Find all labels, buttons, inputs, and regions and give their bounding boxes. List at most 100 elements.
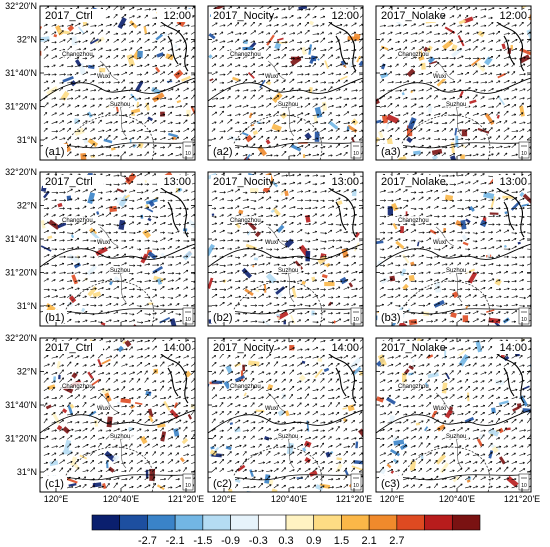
x-tick-label: 120°E — [212, 494, 237, 504]
city-label-suzhou: Suzhou — [278, 268, 298, 274]
colorbar-swatch — [91, 514, 121, 531]
y-tick-label: 31°N — [17, 301, 37, 311]
panel-time: 14:00 — [331, 342, 359, 354]
colorbar-swatch — [174, 514, 204, 531]
colorbar-label: 2.7 — [389, 535, 404, 547]
y-tick-label: 32°20'N — [5, 1, 37, 11]
city-label-changzhou: Changzhou — [62, 218, 93, 224]
colorbar-label: 0.3 — [278, 535, 293, 547]
colorbar-swatch — [285, 514, 315, 531]
panel-time: 12:00 — [163, 10, 191, 22]
reference-vector-label: 10 — [521, 151, 527, 157]
city-label-changzhou: Changzhou — [398, 384, 429, 390]
city-label-suzhou: Suzhou — [278, 434, 298, 440]
reference-vector-label: 10 — [185, 483, 191, 489]
y-tick-label: 31°20'N — [5, 268, 37, 278]
colorbar-swatch — [451, 514, 481, 531]
panel-time: 14:00 — [163, 342, 191, 354]
city-label-wuxi: Wuxi — [433, 74, 446, 80]
y-tick-label: 31°40'N — [5, 234, 37, 244]
y-tick-label: 32°20'N — [5, 167, 37, 177]
colorbar-label: -2.1 — [166, 535, 185, 547]
panel-time: 13:00 — [163, 176, 191, 188]
city-label-changzhou: Changzhou — [230, 384, 261, 390]
city-label-wuxi: Wuxi — [433, 240, 446, 246]
city-label-changzhou: Changzhou — [62, 52, 93, 58]
panel-time: 13:00 — [499, 176, 527, 188]
x-axis-labels: 120°E 120°40'E 121°20'E 120°E 120°40'E 121°20… — [44, 494, 540, 504]
panel-title: 2017_Ctrl — [45, 10, 93, 22]
panel-title: 2017_Nolake — [381, 342, 446, 354]
city-label-wuxi: Wuxi — [97, 240, 110, 246]
city-label-suzhou: Suzhou — [110, 434, 130, 440]
panel-b3: Changzhou Wuxi Suzhou 2017_Nolake 13:00 (b3) 1… — [375, 171, 532, 327]
panel-tag: (c2) — [213, 478, 232, 490]
colorbar-swatch — [147, 514, 176, 531]
panel-a1: Changzhou Wuxi Suzhou 2017_Ctrl 12:00 (a1) 10 — [39, 5, 196, 161]
city-label-wuxi: Wuxi — [265, 240, 278, 246]
panel-tag: (b1) — [45, 312, 65, 324]
panel-c1: Changzhou Wuxi Suzhou 2017_Ctrl 14:00 (c1) 10 — [39, 337, 196, 493]
colorbar-swatch — [424, 514, 453, 531]
colorbar-label: -0.3 — [249, 535, 268, 547]
panel-b1: Changzhou Wuxi Suzhou 2017_Ctrl 13:00 (b1) 10 — [39, 171, 196, 327]
panel-b2: Changzhou Wuxi Suzhou 2017_Nocity 13:00 (b2) 1… — [207, 171, 364, 327]
city-label-suzhou: Suzhou — [278, 102, 298, 108]
panel-a2: Changzhou Wuxi Suzhou 2017_Nocity 12:00 (a2) 1… — [207, 5, 364, 161]
colorbar-swatch — [396, 514, 425, 531]
panel-time: 13:00 — [331, 176, 359, 188]
colorbar-label: -0.9 — [221, 535, 240, 547]
reference-vector-label: 10 — [521, 317, 527, 323]
colorbar-swatch — [257, 514, 287, 531]
reference-vector-label: 10 — [521, 483, 527, 489]
reference-vector-label: 10 — [353, 483, 359, 489]
panel-tag: (b2) — [213, 312, 233, 324]
city-label-wuxi: Wuxi — [265, 74, 278, 80]
colorbar-label: 1.5 — [334, 535, 349, 547]
x-tick-label: 121°20'E — [168, 494, 204, 504]
colorbar-label: 0.9 — [306, 535, 321, 547]
panel-tag: (a1) — [45, 146, 65, 158]
panel-a3: Changzhou Wuxi Suzhou 2017_Nolake 12:00 (a3) 1… — [375, 5, 532, 161]
panel-time: 12:00 — [331, 10, 359, 22]
panel-tag: (a2) — [213, 146, 233, 158]
x-tick-label: 120°E — [380, 494, 405, 504]
x-tick-label: 120°40'E — [103, 494, 139, 504]
y-tick-label: 32°N — [17, 367, 37, 377]
reference-vector-label: 10 — [185, 317, 191, 323]
city-label-suzhou: Suzhou — [446, 268, 466, 274]
panel-time: 14:00 — [499, 342, 527, 354]
x-tick-label: 120°40'E — [439, 494, 475, 504]
city-label-changzhou: Changzhou — [230, 218, 261, 224]
city-label-changzhou: Changzhou — [398, 218, 429, 224]
city-label-changzhou: Changzhou — [398, 52, 429, 58]
colorbar-swatch — [313, 514, 342, 531]
x-tick-label: 120°40'E — [271, 494, 307, 504]
panel-time: 12:00 — [499, 10, 527, 22]
y-axis-labels: 32°20'N 32°N 31°40'N 31°20'N 31°N 32°20'N 32°N… — [5, 1, 37, 477]
panel-tag: (c3) — [381, 478, 400, 490]
colorbar-label: -2.7 — [138, 535, 157, 547]
colorbar-label: -1.5 — [193, 535, 212, 547]
x-tick-label: 121°20'E — [504, 494, 540, 504]
city-label-suzhou: Suzhou — [110, 268, 130, 274]
city-label-suzhou: Suzhou — [110, 102, 130, 108]
panel-title: 2017_Nocity — [213, 176, 275, 188]
y-tick-label: 31°40'N — [5, 400, 37, 410]
colorbar-swatch — [230, 514, 259, 531]
colorbar: -2.7 -2.1 -1.5 -0.9 -0.3 0.3 0.9 1.5 2.1 2.7 — [91, 514, 481, 547]
y-tick-label: 31°20'N — [5, 434, 37, 444]
panel-title: 2017_Nolake — [381, 176, 446, 188]
panel-title: 2017_Nocity — [213, 342, 275, 354]
y-tick-label: 32°20'N — [5, 333, 37, 343]
panel-title: 2017_Ctrl — [45, 176, 93, 188]
panel-title: 2017_Nocity — [213, 10, 275, 22]
y-tick-label: 32°N — [17, 201, 37, 211]
panel-tag: (a3) — [381, 146, 401, 158]
panel-title: 2017_Ctrl — [45, 342, 93, 354]
y-tick-label: 31°N — [17, 467, 37, 477]
city-label-wuxi: Wuxi — [433, 406, 446, 412]
panel-tag: (c1) — [45, 478, 64, 490]
